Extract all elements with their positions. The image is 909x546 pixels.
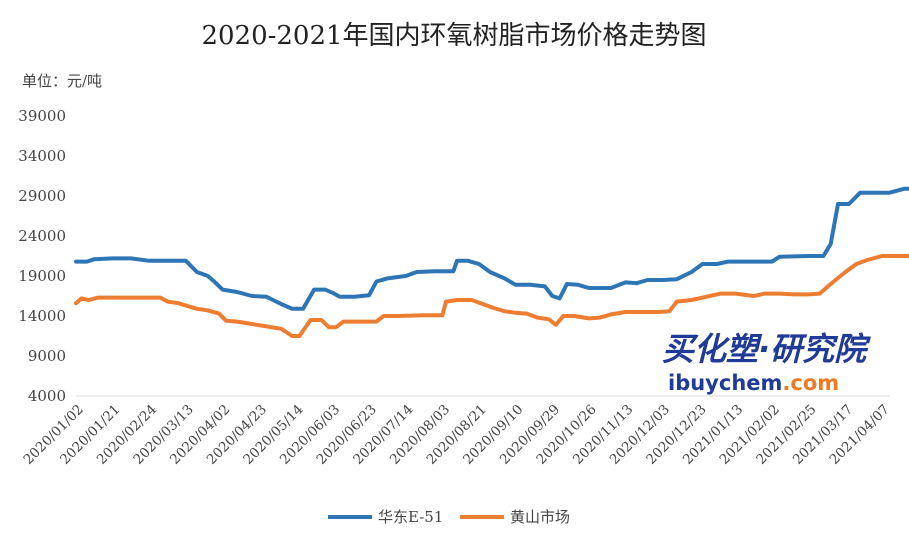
watermark-url-prefix: ibuychem	[668, 371, 782, 395]
watermark-url-suffix: .com	[782, 371, 839, 395]
y-tick-label: 9000	[28, 347, 66, 365]
legend: 华东E-51 黄山市场	[328, 508, 570, 526]
y-tick-label: 39000	[18, 107, 66, 125]
watermark: 买化塑·研究院 ibuychem.com	[662, 330, 871, 395]
series-group	[74, 186, 909, 338]
series-line-huadong	[74, 186, 909, 311]
legend-label-huadong: 华东E-51	[378, 508, 443, 526]
y-tick-label: 4000	[28, 387, 66, 405]
watermark-brand: 买化塑·研究院	[662, 330, 871, 368]
y-tick-label: 19000	[18, 267, 66, 285]
y-tick-label: 34000	[18, 147, 66, 165]
y-axis: 4000 9000 14000 19000 24000 29000 34000 39000	[18, 107, 66, 405]
chart-title: 2020-2021年国内环氧树脂市场价格走势图	[201, 21, 706, 51]
y-tick-label: 24000	[18, 227, 66, 245]
watermark-url: ibuychem.com	[668, 371, 839, 395]
unit-label: 单位：元/吨	[22, 72, 102, 90]
x-axis: 2020/01/022020/01/212020/02/242020/03/13…	[20, 402, 892, 468]
y-tick-label: 14000	[18, 307, 66, 325]
y-tick-label: 29000	[18, 187, 66, 205]
series-line-huangshan	[74, 254, 909, 338]
legend-label-huangshan: 黄山市场	[510, 508, 570, 526]
